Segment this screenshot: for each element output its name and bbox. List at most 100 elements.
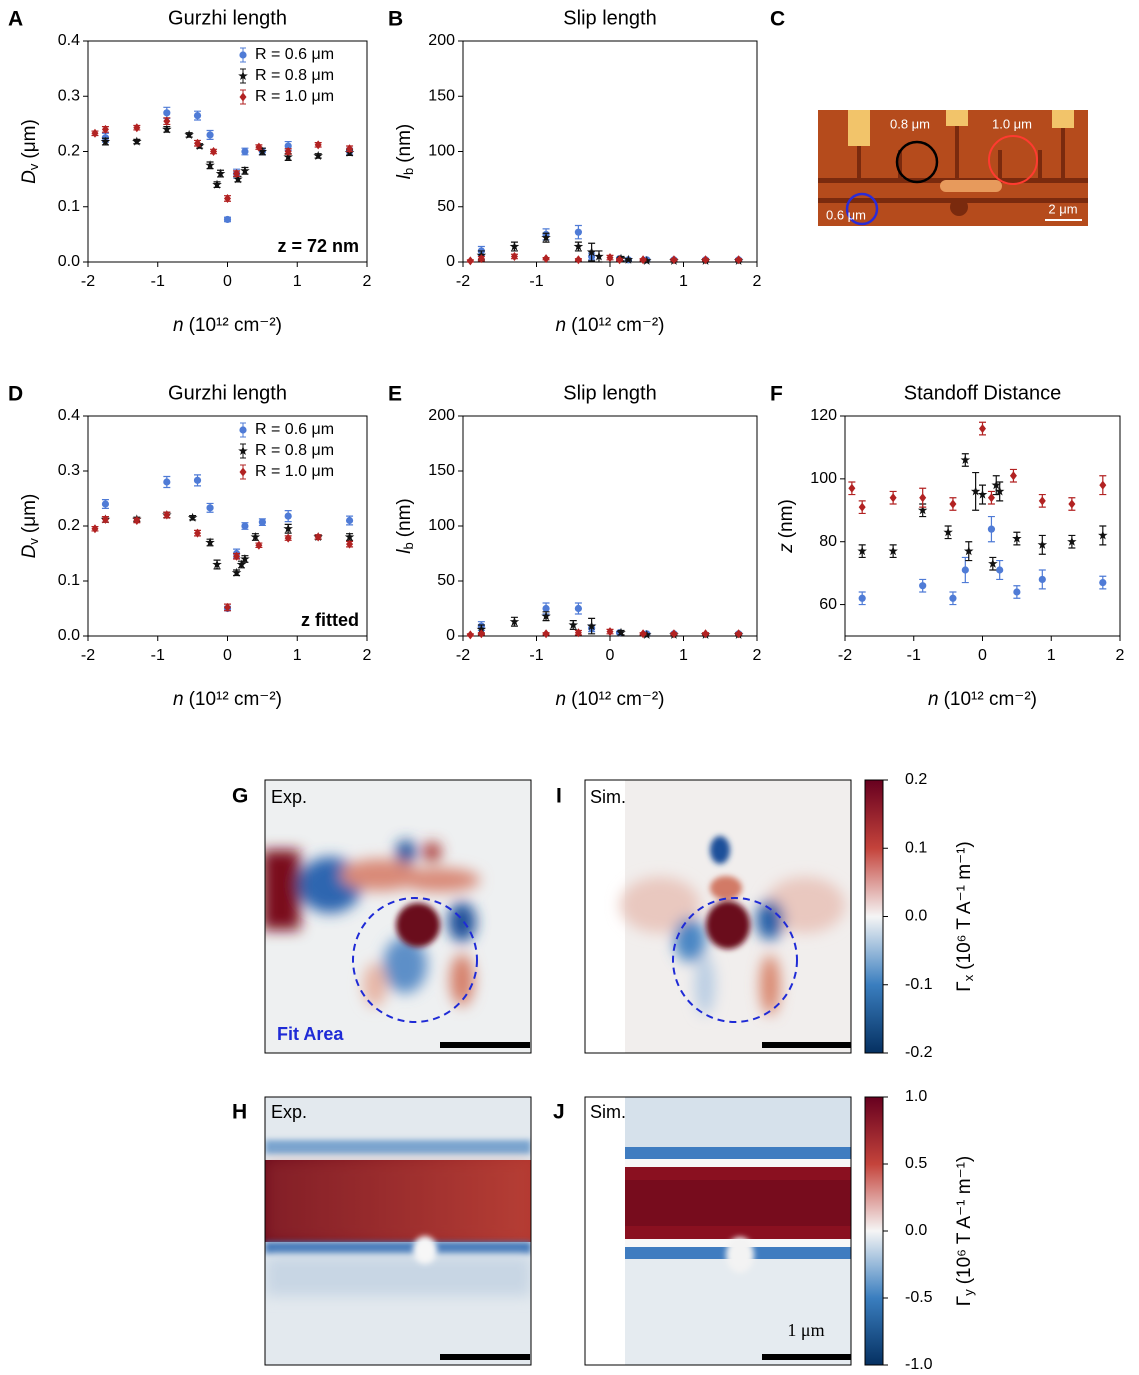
colorbar-tick-label: 0.0 xyxy=(905,1222,927,1239)
colorbar-label-symbol: Γ xyxy=(954,1296,975,1306)
annotation: Fit Area xyxy=(277,1024,344,1044)
y-tick-label: 0.2 xyxy=(58,517,80,534)
y-tick-label: 60 xyxy=(819,596,837,613)
point xyxy=(236,559,247,569)
colorbar-tick-label: -0.2 xyxy=(905,1044,933,1061)
x-tick-label: 2 xyxy=(753,273,762,290)
plot-frame xyxy=(844,415,1121,637)
y-tick-label: 0.0 xyxy=(58,627,80,644)
y-tick-label: 0.3 xyxy=(58,87,80,104)
y-tick-label: 100 xyxy=(810,470,837,487)
point xyxy=(231,567,242,577)
y-tick-label: 150 xyxy=(428,462,455,479)
heatmap xyxy=(265,780,531,1053)
y-tick-label: 50 xyxy=(437,572,455,589)
y-tick-label: 120 xyxy=(810,407,837,424)
point xyxy=(574,255,582,265)
y-tick-label: 0.2 xyxy=(58,143,80,160)
point xyxy=(284,533,292,543)
point xyxy=(642,629,652,639)
x-tick-label: 0 xyxy=(223,273,232,290)
x-tick-label: -1 xyxy=(529,273,543,290)
point xyxy=(314,140,322,150)
point xyxy=(477,254,485,264)
point xyxy=(241,522,249,530)
colorbar-label-symbol: Γ xyxy=(954,981,975,991)
image-label: 2 μm xyxy=(1048,201,1077,216)
y-axis-label: z (nm) xyxy=(776,499,797,554)
x-axis-label-symbol: n xyxy=(928,689,939,710)
panel-letter: H xyxy=(232,1101,247,1124)
point xyxy=(858,502,866,512)
point xyxy=(541,232,551,242)
point xyxy=(510,251,518,261)
colorbar xyxy=(864,1096,884,1366)
x-tick-label: -1 xyxy=(907,647,921,664)
point xyxy=(241,147,249,156)
point xyxy=(987,525,996,533)
point xyxy=(133,516,141,525)
point xyxy=(988,558,998,568)
point xyxy=(702,629,710,639)
y-tick-label: 50 xyxy=(437,198,455,215)
x-axis-label-unit: (10¹² cm⁻²) xyxy=(571,689,664,710)
plot-frame xyxy=(462,40,758,263)
colorbar-tick-label: -1.0 xyxy=(905,1356,933,1373)
point xyxy=(702,255,710,265)
point xyxy=(964,546,974,556)
point xyxy=(193,111,202,120)
heatmap-label: Exp. xyxy=(271,1102,307,1122)
point xyxy=(573,241,584,251)
scale-bar-label: 1 μm xyxy=(787,1320,824,1340)
x-axis-label-unit: (10¹² cm⁻²) xyxy=(189,315,282,336)
point xyxy=(586,247,597,257)
x-tick-label: -2 xyxy=(81,273,95,290)
point xyxy=(509,616,520,626)
image-label: 0.8 μm xyxy=(890,116,930,131)
point xyxy=(239,426,247,434)
y-axis-label: Dv (μm) xyxy=(19,119,41,184)
colorbar-label: Γy (10⁶ T A⁻¹ m⁻¹) xyxy=(954,1156,976,1307)
chart-title: Gurzhi length xyxy=(168,382,287,404)
point xyxy=(541,611,551,621)
point xyxy=(1067,536,1077,546)
y-tick-label: 200 xyxy=(428,407,455,424)
point xyxy=(970,486,981,496)
colorbar-label-unit: (10⁶ T A⁻¹ m⁻¹) xyxy=(954,841,975,970)
point xyxy=(101,124,109,134)
point xyxy=(344,532,355,541)
point xyxy=(133,123,141,133)
image-label: 0.6 μm xyxy=(826,207,866,222)
y-axis-label: lb (nm) xyxy=(394,124,416,180)
image-label: 1.0 μm xyxy=(992,116,1032,131)
panel-letter: J xyxy=(553,1101,565,1124)
point xyxy=(224,602,231,612)
point xyxy=(162,124,172,134)
point xyxy=(345,516,354,525)
y-axis-label-symbol: l xyxy=(394,549,415,554)
x-axis-label: n (10¹² cm⁻²) xyxy=(556,315,665,336)
colorbar xyxy=(864,779,884,1054)
point xyxy=(91,128,99,138)
point xyxy=(949,499,957,509)
x-tick-label: 1 xyxy=(293,647,302,664)
point xyxy=(346,144,354,154)
point xyxy=(101,500,110,508)
y-axis-label: Dv (μm) xyxy=(19,494,41,559)
point xyxy=(313,150,323,160)
point xyxy=(240,554,250,563)
x-axis-label-unit: (10¹² cm⁻²) xyxy=(571,315,664,336)
x-tick-label: 2 xyxy=(363,647,372,664)
heatmap-frame xyxy=(264,779,532,1054)
y-tick-label: 80 xyxy=(819,533,837,550)
plot-frame xyxy=(87,415,368,637)
colorbar-label-subscript: y xyxy=(961,1289,976,1296)
point xyxy=(212,559,222,569)
y-tick-label: 0.4 xyxy=(58,407,80,424)
point xyxy=(1013,588,1021,596)
point xyxy=(639,255,647,265)
y-axis-label-subscript: v xyxy=(26,538,41,545)
point xyxy=(1068,499,1076,509)
x-axis-label: n (10¹² cm⁻²) xyxy=(556,689,665,710)
point xyxy=(205,537,215,547)
